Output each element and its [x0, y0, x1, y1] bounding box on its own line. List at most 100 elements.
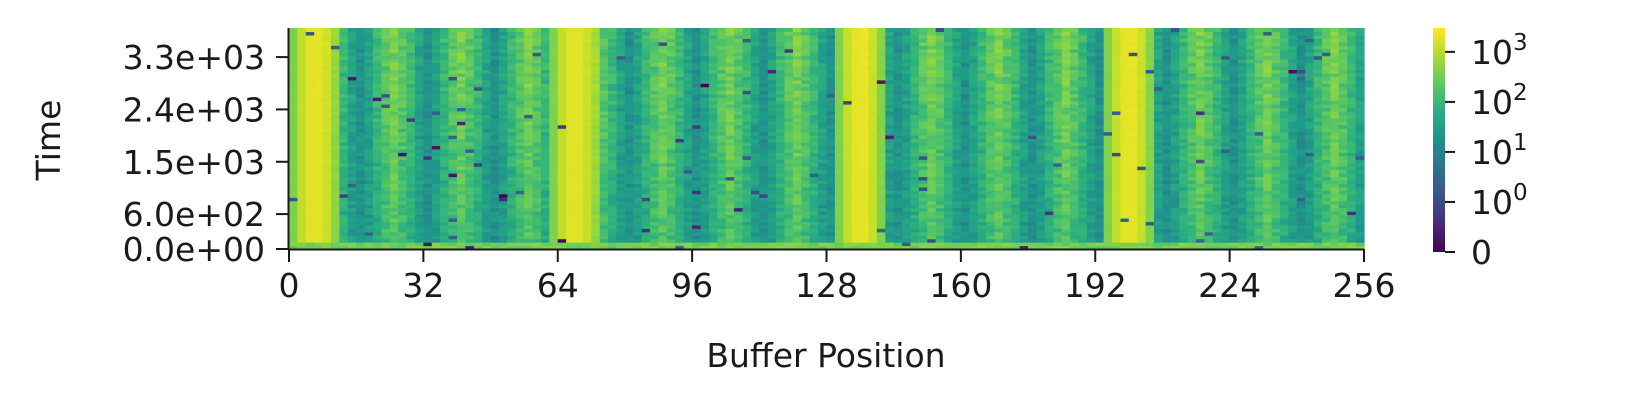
heatmap-cell	[498, 238, 508, 243]
heatmap-cell	[582, 228, 592, 233]
heatmap-cell	[599, 62, 609, 67]
heatmap-cell	[767, 238, 777, 243]
heatmap-cell	[549, 38, 559, 43]
heatmap-cell	[473, 62, 483, 67]
heatmap-cell	[389, 169, 399, 174]
heatmap-cell	[414, 235, 424, 240]
heatmap-cell	[574, 214, 584, 219]
heatmap-cell	[927, 148, 937, 153]
heatmap-cell	[582, 145, 592, 150]
heatmap-cell	[809, 155, 819, 160]
heatmap-cell	[826, 45, 836, 50]
heatmap-cell	[860, 155, 870, 160]
heatmap-cell	[868, 65, 878, 71]
heatmap-cell	[314, 52, 324, 57]
heatmap-cell	[448, 204, 458, 209]
heatmap-cell	[574, 145, 584, 150]
heatmap-cell	[767, 235, 777, 240]
heatmap-cell	[742, 45, 752, 50]
heatmap-cell	[616, 235, 626, 240]
heatmap-cell	[725, 179, 735, 184]
heatmap-cell	[902, 231, 912, 236]
heatmap-cell	[524, 217, 534, 222]
heatmap-cell	[767, 28, 777, 33]
heatmap-cell	[398, 114, 408, 119]
heatmap-cell	[725, 97, 735, 102]
heatmap-cell	[364, 141, 374, 146]
heatmap-cell	[398, 45, 408, 50]
heatmap-cell	[524, 55, 534, 60]
heatmap-cell	[440, 148, 450, 153]
heatmap-cell	[801, 52, 811, 57]
heatmap-cell	[356, 86, 366, 91]
heatmap-cell	[700, 141, 710, 146]
heatmap-cell	[398, 169, 408, 174]
heatmap-cell	[599, 183, 609, 188]
heatmap-cell	[759, 103, 769, 109]
heatmap-cell	[356, 176, 366, 181]
heatmap-cell	[935, 169, 945, 174]
heatmap-cell	[834, 235, 844, 240]
heatmap-cell	[902, 214, 912, 219]
heatmap-cell	[683, 186, 693, 191]
heatmap-cell	[289, 90, 298, 95]
heatmap-cell	[801, 103, 811, 109]
heatmap-cell	[818, 245, 828, 250]
heatmap-cell	[784, 131, 794, 136]
heatmap-cell	[372, 238, 382, 243]
heatmap-cell	[314, 93, 324, 98]
heatmap-cell	[473, 204, 483, 209]
heatmap-cell	[650, 197, 660, 202]
heatmap-cell	[818, 131, 828, 136]
heatmap-cell	[717, 97, 727, 102]
heatmap-cell	[742, 69, 752, 74]
heatmap-cell	[717, 211, 727, 216]
heatmap-cell	[465, 224, 475, 229]
heatmap-cell	[347, 190, 357, 195]
heatmap-cell	[692, 221, 702, 226]
heatmap-cell	[826, 193, 836, 198]
heatmap-cell	[423, 235, 433, 240]
heatmap-cell	[347, 76, 357, 81]
heatmap-cell	[910, 72, 920, 77]
heatmap-cell	[666, 31, 676, 36]
heatmap-cell	[456, 28, 466, 33]
heatmap-cell	[885, 148, 895, 153]
heatmap-cell	[524, 204, 534, 209]
heatmap-cell	[372, 34, 382, 39]
heatmap-cell	[498, 138, 508, 143]
heatmap-cell	[532, 186, 542, 191]
heatmap-cell	[902, 103, 912, 109]
heatmap-cell	[364, 155, 374, 160]
heatmap-cell	[633, 155, 643, 160]
heatmap-cell	[381, 197, 391, 202]
heatmap-cell	[876, 128, 886, 133]
heatmap-cell	[935, 34, 945, 39]
heatmap-cell	[507, 162, 517, 167]
heatmap-cell	[515, 38, 525, 43]
heatmap-cell	[666, 59, 676, 64]
heatmap-cell	[750, 235, 760, 240]
heatmap-cell	[902, 86, 912, 91]
heatmap-cell	[767, 128, 777, 133]
heatmap-cell	[465, 76, 475, 81]
heatmap-cell	[582, 107, 592, 112]
heatmap-cell	[406, 93, 416, 98]
heatmap-cell	[465, 228, 475, 233]
heatmap-cell	[750, 224, 760, 229]
heatmap-cell	[297, 148, 307, 153]
heatmap-cell	[809, 52, 819, 57]
heatmap-cell	[566, 52, 576, 57]
heatmap-cell	[440, 141, 450, 146]
heatmap-cell	[465, 235, 475, 240]
heatmap-cell	[532, 245, 542, 250]
heatmap-cell	[330, 145, 340, 150]
heatmap-cell	[725, 114, 735, 119]
heatmap-cell	[557, 145, 567, 150]
heatmap-cell	[860, 103, 870, 109]
heatmap-cell	[431, 197, 441, 202]
heatmap-cell	[809, 34, 819, 39]
heatmap-cell	[305, 90, 315, 95]
heatmap-cell	[540, 238, 550, 243]
heatmap-cell	[406, 121, 416, 126]
